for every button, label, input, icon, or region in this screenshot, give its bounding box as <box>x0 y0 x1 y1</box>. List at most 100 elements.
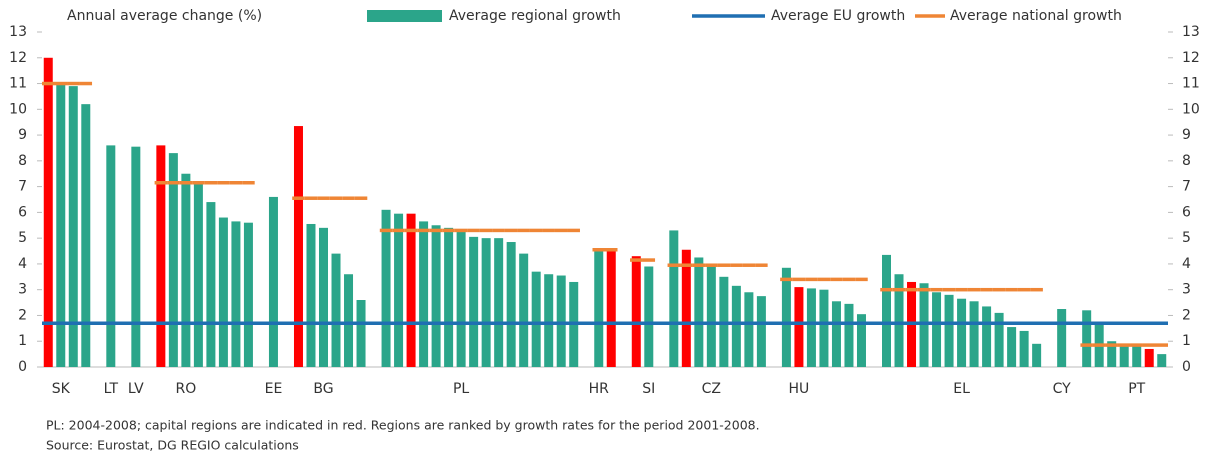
bar <box>231 221 241 367</box>
x-tick-label: EL <box>953 381 970 397</box>
bar <box>531 271 541 367</box>
x-tick-label: PL <box>453 381 469 397</box>
bar <box>1032 343 1042 367</box>
bar <box>944 294 954 367</box>
bar <box>193 184 203 367</box>
bar <box>56 83 66 368</box>
bar <box>81 104 91 368</box>
bar <box>481 238 491 367</box>
bar <box>168 153 178 367</box>
y2-tick-label: 11 <box>1182 76 1200 92</box>
bar <box>344 274 354 367</box>
legend-label: Average EU growth <box>771 8 905 24</box>
bar <box>694 257 704 367</box>
y-tick-label: 10 <box>9 101 27 117</box>
bar <box>356 300 366 367</box>
bar <box>606 249 616 367</box>
bar <box>218 217 228 367</box>
bar <box>206 202 216 367</box>
y-tick-label: 8 <box>18 153 27 169</box>
bar <box>293 126 303 367</box>
y2-tick-label: 6 <box>1182 204 1191 220</box>
bar <box>669 230 679 367</box>
y2-tick-label: 3 <box>1182 282 1191 298</box>
bar <box>381 209 391 367</box>
bar <box>1119 343 1129 367</box>
x-tick-label: EE <box>265 381 283 397</box>
bar <box>43 57 53 368</box>
y-tick-label: 2 <box>18 307 27 323</box>
x-tick-label: PT <box>1128 381 1145 397</box>
x-tick-label: HR <box>589 381 610 397</box>
y2-tick-label: 5 <box>1182 230 1191 246</box>
y-tick-label: 1 <box>18 333 27 349</box>
x-tick-label: SI <box>642 381 655 397</box>
y-axis-label: Annual average change (%) <box>67 8 262 24</box>
bar <box>982 306 992 367</box>
bar <box>156 145 166 367</box>
bar <box>894 274 904 367</box>
y2-tick-label: 4 <box>1182 256 1191 272</box>
bar <box>444 227 454 367</box>
x-tick-label: LT <box>104 381 119 397</box>
bar <box>819 289 829 367</box>
bar <box>919 283 929 367</box>
bar <box>806 288 816 367</box>
bar <box>957 298 967 367</box>
bar <box>856 314 866 367</box>
bar <box>882 254 891 367</box>
y2-tick-label: 2 <box>1182 307 1191 323</box>
bar <box>394 213 404 367</box>
y-tick-label: 5 <box>18 230 27 246</box>
bar <box>756 296 766 367</box>
bar <box>519 253 529 367</box>
y-tick-label: 11 <box>9 76 27 92</box>
y-tick-label: 9 <box>18 127 27 143</box>
y-tick-label: 6 <box>18 204 27 220</box>
y2-tick-label: 8 <box>1182 153 1191 169</box>
y2-tick-label: 12 <box>1182 50 1200 66</box>
y-tick-label: 13 <box>9 24 27 40</box>
bar <box>556 275 566 367</box>
y2-tick-label: 9 <box>1182 127 1191 143</box>
bar <box>1157 354 1167 367</box>
x-tick-label: LV <box>128 381 144 397</box>
bar <box>844 303 854 367</box>
bar <box>544 274 554 367</box>
bar <box>744 292 754 367</box>
bar <box>706 265 716 367</box>
y-tick-label: 0 <box>18 359 27 375</box>
bar <box>631 256 641 367</box>
footnote: PL: 2004-2008; capital regions are indic… <box>46 418 760 433</box>
bar <box>594 248 604 367</box>
y-tick-label: 12 <box>9 50 27 66</box>
bar <box>644 266 654 367</box>
y-tick-label: 3 <box>18 282 27 298</box>
x-tick-label: HU <box>789 381 810 397</box>
bar <box>306 223 316 367</box>
y-tick-label: 7 <box>18 179 27 195</box>
x-tick-label: BG <box>313 381 333 397</box>
bar <box>1107 341 1117 367</box>
legend-label: Average regional growth <box>449 8 621 24</box>
bar <box>681 249 691 367</box>
bar <box>1132 345 1142 367</box>
bar <box>268 196 278 367</box>
bar <box>932 292 942 367</box>
bar <box>831 301 841 367</box>
bar <box>506 242 516 367</box>
bar <box>68 86 78 367</box>
bar <box>319 227 328 367</box>
bar <box>731 285 741 367</box>
x-tick-label: CY <box>1053 381 1072 397</box>
y2-tick-label: 0 <box>1182 359 1191 375</box>
bar <box>1019 330 1029 367</box>
y2-tick-label: 13 <box>1182 24 1200 40</box>
bar <box>456 230 466 367</box>
bar <box>781 267 791 367</box>
footnote: Source: Eurostat, DG REGIO calculations <box>46 438 299 453</box>
bar <box>1144 348 1154 367</box>
x-tick-label: RO <box>176 381 197 397</box>
